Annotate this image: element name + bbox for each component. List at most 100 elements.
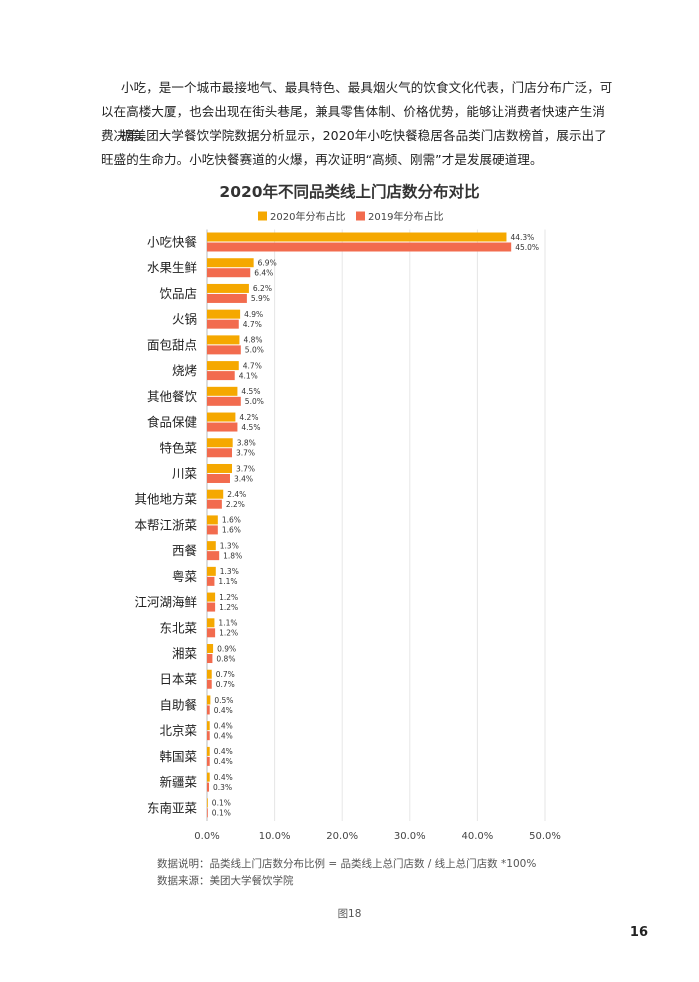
bar bbox=[207, 525, 218, 535]
bar bbox=[207, 576, 215, 586]
bar-value-label: 5.9% bbox=[251, 294, 270, 303]
bar bbox=[207, 345, 241, 355]
bar bbox=[207, 654, 213, 664]
bar-value-label: 6.9% bbox=[258, 259, 277, 268]
bar-value-label: 4.7% bbox=[243, 320, 262, 329]
bar-value-label: 2.2% bbox=[226, 500, 245, 509]
bar bbox=[207, 551, 220, 561]
bar-value-label: 4.5% bbox=[241, 387, 260, 396]
analysis-paragraph: 据美团大学餐饮学院数据分析显示，2020年小吃快餐稳居各品类门店数榜首，展示出了… bbox=[101, 128, 607, 167]
bar-value-label: 0.1% bbox=[212, 799, 231, 808]
bar bbox=[207, 422, 238, 432]
bar-value-label: 3.7% bbox=[236, 449, 255, 458]
bar-value-label: 1.1% bbox=[218, 619, 237, 628]
category-labels: 小吃快餐水果生鲜饮品店火锅面包甜点烧烤其他餐饮食品保健特色菜川菜其他地方菜本帮江… bbox=[134, 235, 197, 816]
x-tick-label: 30.0% bbox=[394, 831, 426, 842]
legend-swatch bbox=[356, 211, 365, 221]
bar-value-label: 2.4% bbox=[227, 490, 246, 499]
bar-value-label: 4.5% bbox=[241, 423, 260, 432]
bar-value-label: 4.9% bbox=[244, 310, 263, 319]
bar bbox=[207, 319, 239, 329]
bar-value-label: 0.5% bbox=[214, 696, 233, 705]
bar bbox=[207, 602, 216, 612]
category-label: 江河湖海鲜 bbox=[134, 595, 197, 610]
bar-value-label: 0.3% bbox=[213, 783, 232, 792]
bar-value-label: 1.3% bbox=[220, 541, 239, 550]
bar-chart: 2020年不同品类线上门店数分布对比 2020年分布占比 2019年分布占比 44… bbox=[134, 182, 561, 842]
bar-value-label: 1.6% bbox=[222, 526, 241, 535]
category-label: 东南亚菜 bbox=[147, 800, 198, 815]
bar-value-label: 1.6% bbox=[222, 516, 241, 525]
category-label: 其他餐饮 bbox=[147, 389, 198, 404]
bar-value-label: 1.1% bbox=[218, 577, 237, 586]
bar bbox=[207, 695, 211, 705]
bar-value-label: 3.4% bbox=[234, 474, 253, 483]
bar-value-label: 0.9% bbox=[217, 644, 236, 653]
x-tick-label: 50.0% bbox=[529, 831, 561, 842]
legend-swatch bbox=[258, 211, 267, 221]
bar bbox=[207, 669, 212, 679]
bar bbox=[207, 258, 254, 268]
category-label: 日本菜 bbox=[159, 672, 197, 687]
bar-value-label: 0.8% bbox=[216, 654, 235, 663]
x-tick-label: 40.0% bbox=[462, 831, 494, 842]
bar bbox=[207, 463, 233, 473]
bar bbox=[207, 448, 233, 458]
category-label: 本帮江浙菜 bbox=[134, 517, 197, 532]
bar-value-label: 1.2% bbox=[219, 603, 238, 612]
chart-legend: 2020年分布占比 2019年分布占比 bbox=[258, 210, 443, 223]
chart-bars: 44.3%45.0%6.9%6.4%6.2%5.9%4.9%4.7%4.8%5.… bbox=[207, 232, 539, 818]
category-label: 韩国菜 bbox=[159, 749, 197, 764]
bar-value-label: 0.7% bbox=[216, 670, 235, 679]
bar bbox=[207, 499, 222, 509]
category-label: 自助餐 bbox=[159, 697, 197, 712]
bar bbox=[207, 628, 216, 638]
category-label: 粤菜 bbox=[172, 569, 198, 584]
figure-label: 图18 bbox=[337, 908, 362, 920]
bar bbox=[207, 721, 210, 731]
bar bbox=[207, 371, 235, 381]
chart-title: 2020年不同品类线上门店数分布对比 bbox=[219, 182, 479, 201]
bar bbox=[207, 782, 210, 792]
bar-value-label: 4.8% bbox=[243, 336, 262, 345]
bar bbox=[207, 412, 236, 422]
bar bbox=[207, 566, 216, 576]
bar-value-label: 1.2% bbox=[219, 593, 238, 602]
category-label: 新疆菜 bbox=[159, 775, 197, 790]
category-label: 其他地方菜 bbox=[134, 492, 197, 507]
bar bbox=[207, 242, 512, 252]
category-label: 食品保健 bbox=[147, 415, 198, 430]
bar-value-label: 0.1% bbox=[212, 809, 231, 818]
x-tick-label: 20.0% bbox=[326, 831, 358, 842]
category-label: 西餐 bbox=[172, 543, 198, 558]
bar bbox=[207, 232, 507, 242]
bar-value-label: 3.8% bbox=[237, 439, 256, 448]
bar-value-label: 4.2% bbox=[239, 413, 258, 422]
bar-value-label: 0.4% bbox=[214, 757, 233, 766]
category-label: 湘菜 bbox=[172, 646, 198, 661]
bar-value-label: 0.4% bbox=[214, 773, 233, 782]
bar bbox=[207, 361, 239, 371]
bar bbox=[207, 335, 240, 345]
bar bbox=[207, 798, 208, 808]
bar bbox=[207, 386, 238, 396]
category-label: 特色菜 bbox=[159, 440, 197, 455]
bar bbox=[207, 772, 210, 782]
bar-value-label: 3.7% bbox=[236, 464, 255, 473]
bar bbox=[207, 515, 218, 525]
bar bbox=[207, 438, 233, 448]
category-label: 饮品店 bbox=[159, 286, 197, 301]
data-definition-note: 数据说明：品类线上门店数分布比例 = 品类线上总门店数 / 线上总门店数 *10… bbox=[157, 858, 537, 870]
bar-value-label: 5.0% bbox=[245, 397, 264, 406]
bar-value-label: 0.4% bbox=[214, 747, 233, 756]
page-number: 16 bbox=[629, 925, 648, 940]
bar bbox=[207, 756, 210, 766]
category-label: 北京菜 bbox=[159, 723, 197, 738]
data-source-note: 数据来源：美团大学餐饮学院 bbox=[157, 875, 294, 887]
bar bbox=[207, 679, 212, 689]
bar bbox=[207, 473, 230, 483]
x-tick-label: 0.0% bbox=[194, 831, 219, 842]
bar-value-label: 1.8% bbox=[223, 551, 242, 560]
bar bbox=[207, 746, 210, 756]
category-label: 水果生鲜 bbox=[147, 260, 197, 275]
